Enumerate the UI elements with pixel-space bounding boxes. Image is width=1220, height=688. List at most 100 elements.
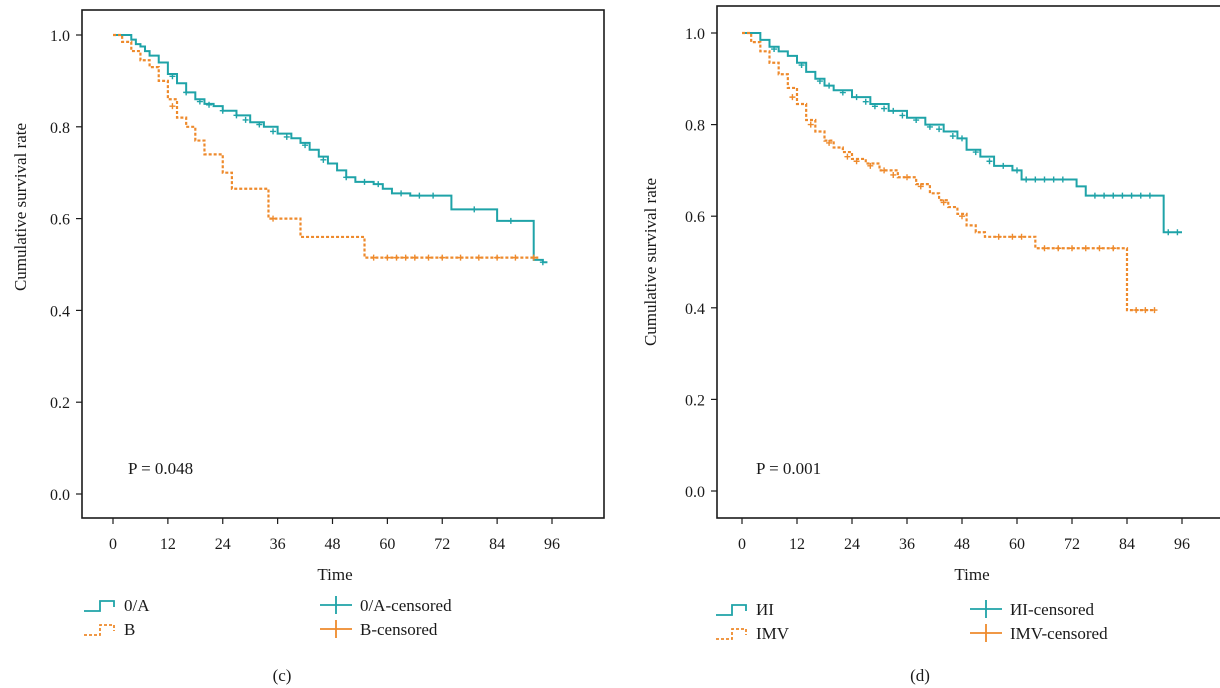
censor-mark-c-0 — [320, 156, 327, 163]
plot-frame-c — [81, 9, 605, 519]
censor-mark-d-1 — [1018, 233, 1025, 240]
p-value-annotation-c: P = 0.048 — [128, 459, 193, 478]
censor-mark-c-0 — [256, 121, 263, 128]
censor-mark-d-1 — [890, 171, 897, 178]
censor-mark-c-0 — [507, 217, 514, 224]
censor-mark-d-1 — [867, 162, 874, 169]
x-tick-label-c: 12 — [160, 536, 176, 553]
censor-mark-d-1 — [959, 213, 965, 220]
censor-mark-d-1 — [904, 174, 910, 181]
censor-mark-d-1 — [844, 153, 851, 160]
censor-mark-d-1 — [1055, 245, 1062, 252]
censor-mark-d-0 — [972, 149, 979, 156]
x-tick-label-d: 12 — [789, 536, 805, 553]
censor-mark-c-0 — [430, 192, 437, 199]
y-tick-label-d: 1.0 — [685, 26, 705, 43]
censor-mark-c-1 — [457, 254, 464, 261]
censor-mark-d-0 — [890, 107, 897, 114]
legend-d: ИI ИI-censored IMV IMV-censored — [716, 600, 1108, 643]
y-tick-label-d: 0.6 — [685, 209, 705, 226]
censor-mark-c-0 — [398, 190, 405, 197]
x-axis-label-c: Time — [317, 565, 352, 584]
y-axis-label-c: Cumulative survival rate — [11, 123, 30, 291]
x-tick-label-c: 48 — [325, 536, 341, 553]
x-tick-label-c: 72 — [434, 536, 450, 553]
x-tick-label-c: 96 — [544, 536, 560, 553]
legend-item-c: B-censored — [320, 620, 438, 639]
legend-label: 0/A — [124, 596, 150, 615]
y-tick-label-d: 0.2 — [685, 392, 705, 409]
km-curve-c-1 — [113, 33, 539, 259]
censor-mark-c-0 — [471, 206, 478, 213]
panel-label-d: (d) — [910, 666, 930, 685]
censor-mark-d-0 — [1174, 229, 1181, 236]
x-tick-label-c: 0 — [109, 536, 117, 553]
x-tick-label-d: 60 — [1009, 536, 1025, 553]
x-axis-label-d: Time — [954, 565, 989, 584]
censor-mark-c-1 — [512, 254, 519, 261]
y-tick-label-c: 0.8 — [50, 120, 70, 137]
censor-mark-d-0 — [1032, 176, 1039, 183]
legend-censor-swatch — [970, 600, 1002, 618]
censor-mark-d-0 — [1146, 192, 1153, 199]
legend-label: IMV — [756, 624, 790, 643]
censor-mark-c-1 — [384, 254, 391, 261]
censor-mark-d-0 — [926, 123, 933, 130]
censor-mark-c-1 — [270, 215, 277, 222]
censor-mark-d-0 — [853, 94, 860, 101]
km-curve-c-0 — [113, 34, 548, 264]
censor-mark-d-1 — [995, 233, 1002, 240]
censor-mark-d-0 — [1041, 176, 1048, 183]
censor-mark-c-1 — [402, 254, 409, 261]
censor-mark-d-1 — [1069, 245, 1075, 252]
censor-mark-c-1 — [425, 254, 432, 261]
censor-mark-c-1 — [530, 254, 537, 261]
censor-mark-d-0 — [1091, 192, 1098, 199]
y-tick-label-d: 0.8 — [685, 118, 705, 135]
legend-label: B-censored — [360, 620, 438, 639]
plot-area-d — [742, 31, 1182, 314]
censor-mark-d-1 — [917, 183, 924, 190]
x-tick-label-d: 84 — [1119, 536, 1135, 553]
censor-mark-c-1 — [370, 254, 377, 261]
censor-mark-d-0 — [1165, 229, 1172, 236]
y-tick-label-c: 0.2 — [50, 395, 70, 412]
legend-label: ИI — [756, 600, 774, 619]
legend-item-c: 0/A — [84, 596, 150, 615]
censor-mark-d-0 — [899, 112, 906, 119]
legend-item-d: IMV-censored — [970, 624, 1108, 643]
km-curve-d-0 — [742, 32, 1182, 234]
y-tick-label-d: 0.0 — [685, 484, 705, 501]
censor-mark-c-0 — [206, 101, 213, 108]
censor-mark-d-1 — [1142, 307, 1149, 314]
plot-area-c — [113, 33, 548, 266]
censor-mark-d-0 — [1119, 192, 1126, 199]
censor-mark-c-0 — [233, 112, 240, 119]
censor-mark-d-0 — [1023, 176, 1030, 183]
censor-mark-d-1 — [1096, 245, 1103, 252]
censor-mark-d-1 — [853, 158, 860, 165]
y-tick-label-c: 0.0 — [50, 487, 70, 504]
legend-c: 0/A 0/A-censored B B-censored — [84, 596, 452, 639]
km-panel-d: 0.0 0.2 0.4 0.6 0.8 1.0 0 12 24 36 48 60 72 84 96 Cum… — [641, 5, 1220, 685]
censor-mark-d-0 — [986, 158, 993, 165]
censor-mark-d-0 — [771, 46, 778, 53]
x-tick-label-d: 72 — [1064, 536, 1080, 553]
censor-mark-d-0 — [1101, 192, 1108, 199]
censor-mark-c-0 — [169, 73, 176, 80]
legend-censor-swatch — [320, 596, 352, 614]
legend-line-swatch — [716, 628, 747, 640]
legend-label: 0/A-censored — [360, 596, 452, 615]
y-tick-label-d: 0.4 — [685, 301, 705, 318]
panel-label-c: (c) — [273, 666, 292, 685]
censor-mark-d-0 — [913, 117, 920, 124]
p-value-annotation-d: P = 0.001 — [756, 459, 821, 478]
censor-mark-d-0 — [1128, 192, 1135, 199]
legend-item-d: ИI-censored — [970, 600, 1095, 619]
censor-mark-c-0 — [375, 181, 382, 188]
legend-line-swatch — [716, 604, 747, 616]
censor-mark-c-0 — [270, 128, 277, 135]
legend-censor-swatch — [970, 624, 1002, 642]
censor-mark-c-1 — [411, 254, 418, 261]
x-tick-label-c: 24 — [215, 536, 231, 553]
